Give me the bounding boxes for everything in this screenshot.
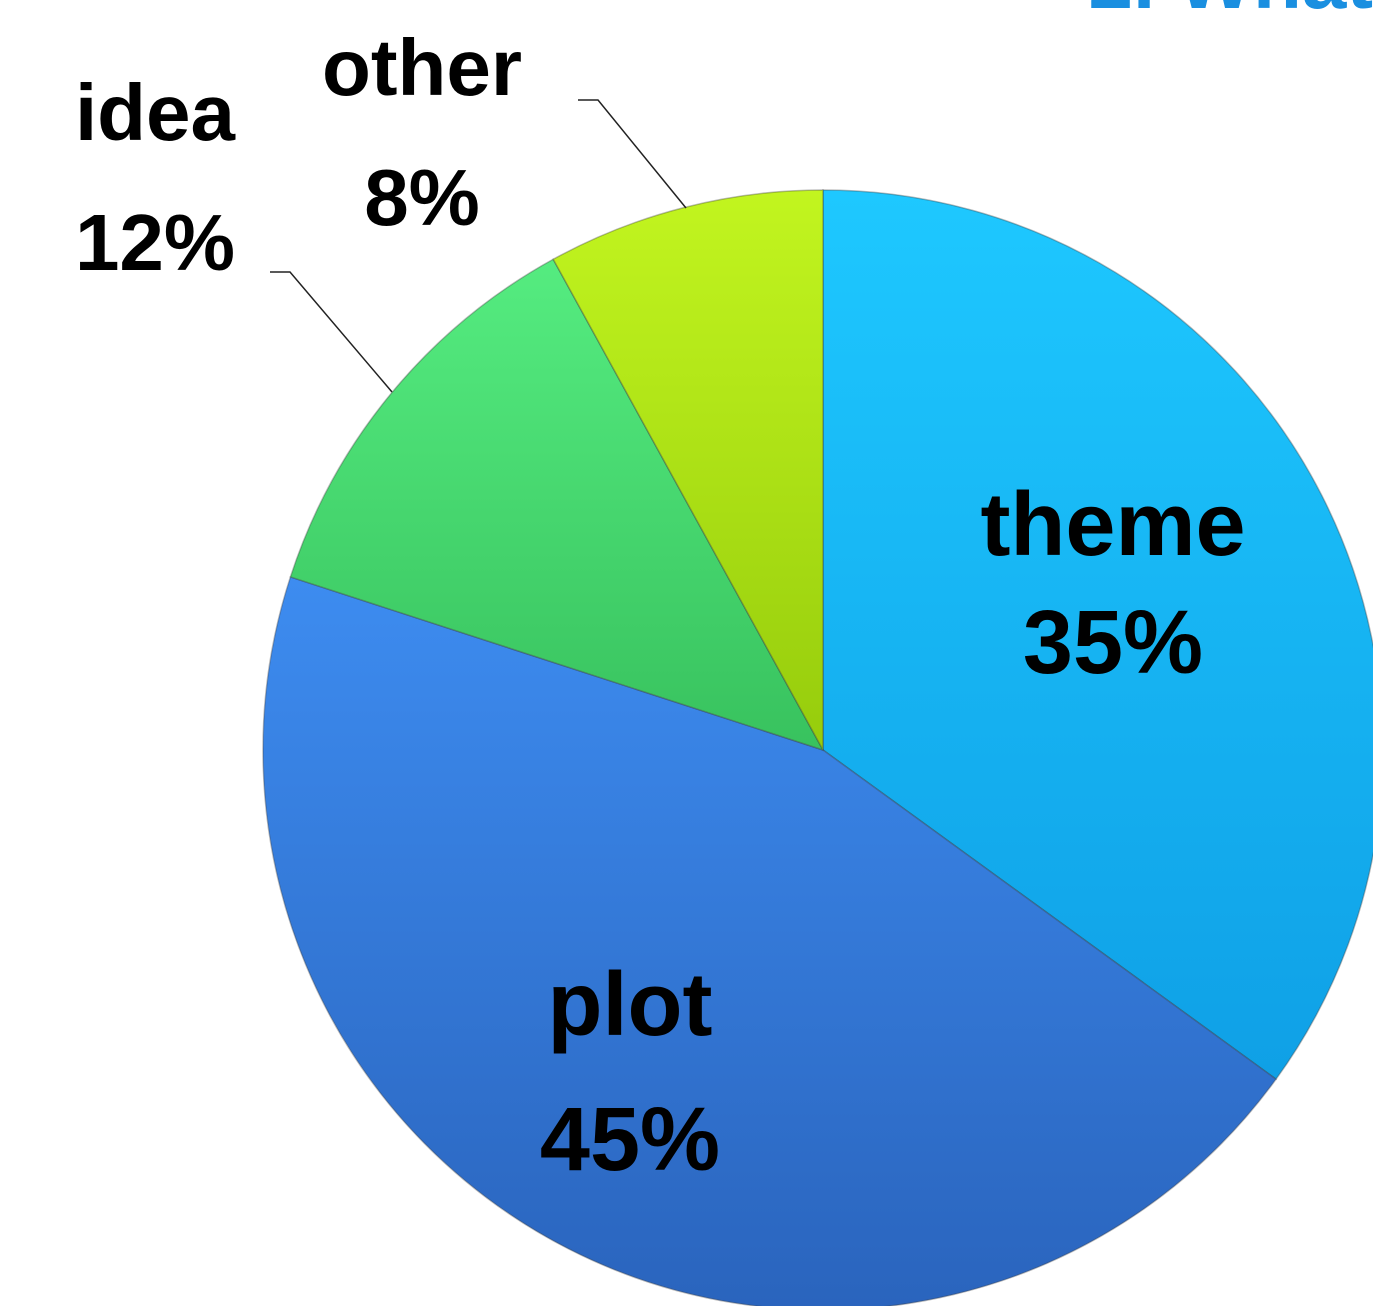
slice-percent-idea: 12% xyxy=(75,198,235,287)
pie-slice-theme xyxy=(822,189,1373,1081)
leader-line-idea xyxy=(270,271,393,393)
pie-slice-plot xyxy=(262,576,1278,1306)
data-label-theme: theme 35% xyxy=(980,475,1245,693)
pie-slice-idea xyxy=(289,258,825,752)
pie-slice-other xyxy=(552,189,824,751)
data-label-idea: idea 12% xyxy=(75,68,236,287)
cut-off-slide-title: 2. What xyxy=(1089,0,1373,25)
leader-line-other xyxy=(578,99,687,209)
slice-name-idea: idea xyxy=(75,68,236,157)
slice-name-theme: theme xyxy=(980,475,1245,575)
slice-percent-other: 8% xyxy=(364,153,480,242)
slice-percent-plot: 45% xyxy=(540,1090,720,1190)
data-label-other: other 8% xyxy=(322,23,522,242)
slice-percent-theme: 35% xyxy=(1023,593,1203,693)
slice-name-other: other xyxy=(322,23,522,112)
data-label-plot: plot 45% xyxy=(540,955,720,1190)
slice-name-plot: plot xyxy=(548,955,713,1055)
